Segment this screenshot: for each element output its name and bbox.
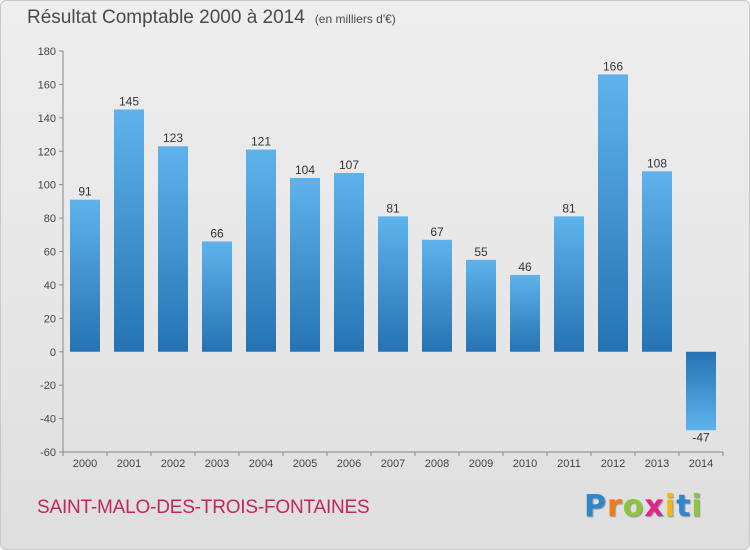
value-label: 55 — [474, 245, 488, 259]
x-tick-label: 2009 — [469, 458, 493, 470]
x-tick-label: 2007 — [381, 458, 405, 470]
bar-2011 — [554, 216, 584, 352]
value-label: 81 — [562, 201, 576, 215]
logo-letter: o — [622, 489, 645, 524]
chart-title: Résultat Comptable 2000 à 2014 (en millie… — [27, 7, 396, 29]
y-tick-label: -20 — [40, 380, 56, 392]
value-label: 46 — [518, 260, 532, 274]
bar-2002 — [158, 146, 188, 352]
title-text: Résultat Comptable 2000 à 2014 — [27, 7, 305, 28]
value-label: 121 — [251, 135, 271, 149]
x-tick-label: 2014 — [689, 458, 713, 470]
value-label: 66 — [210, 226, 224, 240]
value-label: 108 — [647, 156, 667, 170]
x-tick-label: 2002 — [161, 458, 185, 470]
y-tick-label: 20 — [44, 313, 56, 325]
proxiti-logo: Proxiti — [584, 489, 703, 524]
value-label: 67 — [430, 225, 444, 239]
bar-2003 — [202, 241, 232, 352]
bar-2007 — [378, 216, 408, 352]
x-tick-label: 2012 — [601, 458, 625, 470]
bar-2013 — [642, 171, 672, 352]
x-tick-label: 2001 — [117, 458, 141, 470]
x-tick-label: 2004 — [249, 458, 273, 470]
value-label: -47 — [692, 430, 710, 444]
bar-2008 — [422, 239, 452, 352]
bar-2005 — [290, 177, 320, 352]
value-label: 107 — [339, 158, 359, 172]
title-unit: (en milliers d'€) — [314, 12, 396, 26]
value-labels: 91 145 123 66 121 104 107 81 67 55 46 81 166 108 -47 — [78, 59, 710, 444]
bar-2000 — [70, 199, 100, 352]
x-tick-label: 2011 — [557, 458, 581, 470]
value-label: 91 — [78, 185, 92, 199]
logo-letter: i — [664, 489, 677, 524]
y-tick-label: 120 — [38, 146, 56, 158]
value-label: 104 — [295, 163, 315, 177]
y-tick-label: 100 — [38, 180, 56, 192]
y-tick-label: 40 — [44, 280, 56, 292]
x-tick-label: 2005 — [293, 458, 317, 470]
y-tick-label: 180 — [38, 46, 56, 58]
bar-2010 — [510, 274, 540, 352]
y-tick-label: 80 — [44, 213, 56, 225]
x-tick-label: 2008 — [425, 458, 449, 470]
y-tick-label: 0 — [50, 347, 56, 359]
value-label: 123 — [163, 131, 183, 145]
x-tick-label: 2000 — [73, 458, 97, 470]
axes: -60 -40 -20 0 20 40 60 80 100 120 140 160 180 2000 200… — [38, 46, 724, 470]
bar-2012 — [598, 74, 628, 352]
logo-letter: P — [584, 489, 607, 524]
x-tick-label: 2010 — [513, 458, 537, 470]
y-tick-label: 140 — [38, 113, 56, 125]
y-tick-label: -60 — [40, 447, 56, 459]
bar-2009 — [466, 259, 496, 352]
x-tick-label: 2003 — [205, 458, 229, 470]
value-label: 166 — [603, 59, 623, 73]
x-tick-label: 2006 — [337, 458, 361, 470]
bar-2006 — [334, 172, 364, 352]
logo-letter: t — [676, 489, 692, 524]
logo-letter: r — [607, 489, 623, 524]
x-tick-label: 2013 — [645, 458, 669, 470]
value-label: 145 — [119, 94, 139, 108]
bars — [70, 74, 716, 431]
commune-name: SAINT-MALO-DES-TROIS-FONTAINES — [37, 497, 370, 518]
y-tick-label: 60 — [44, 247, 56, 259]
y-tick-label: 160 — [38, 79, 56, 91]
bar-2004 — [246, 149, 276, 352]
logo-letter: i — [691, 489, 703, 524]
logo-letter: x — [644, 489, 665, 524]
bar-2001 — [114, 109, 144, 352]
value-label: 81 — [386, 201, 400, 215]
y-tick-label: -40 — [40, 414, 56, 426]
bar-2014 — [686, 351, 716, 431]
